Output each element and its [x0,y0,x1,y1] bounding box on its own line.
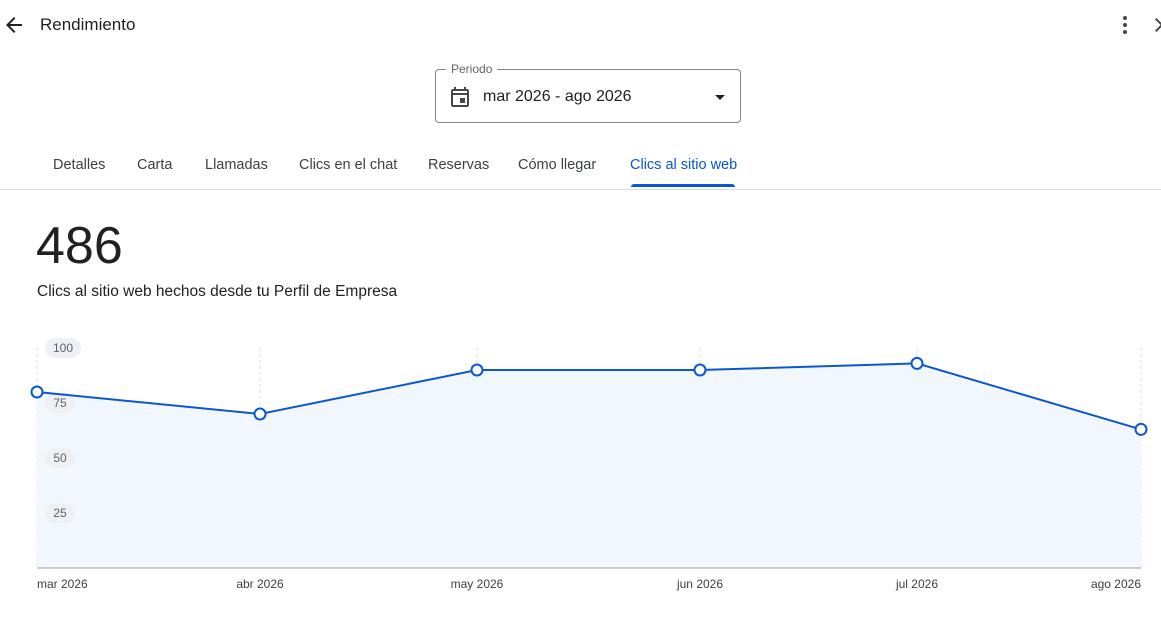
x-tick-label: jun 2026 [676,577,723,591]
period-value: mar 2026 - ago 2026 [483,88,632,105]
tab-bar: Detalles Carta Llamadas Clics en el chat… [0,140,1161,190]
x-tick-label: ago 2026 [1091,577,1141,591]
data-point [470,363,484,377]
data-point [910,356,924,370]
y-tick-label: 75 [53,396,67,410]
x-tick-label: mar 2026 [37,577,88,591]
tab-reservas[interactable]: Reservas [428,157,490,173]
y-tick-pill [45,338,81,358]
tab-clics-chat[interactable]: Clics en el chat [299,157,398,173]
page-title: Rendimiento [40,15,136,34]
data-point [30,385,44,399]
y-tick-pill [45,503,75,523]
header: Rendimiento [0,0,1161,50]
y-tick-pill [45,448,75,468]
arrow-back-icon[interactable] [2,13,26,37]
y-tick-label: 25 [53,506,67,520]
data-point [1134,422,1148,436]
active-tab-indicator [631,184,735,187]
clicks-chart: 25 50 75 100 mar 2026 abr 2026 may 2026 jun 202… [30,338,1148,591]
x-tick-label: jul 2026 [895,577,938,591]
tab-carta[interactable]: Carta [137,157,173,173]
tab-como-llegar[interactable]: Cómo llegar [518,157,597,173]
x-tick-label: may 2026 [451,577,504,591]
area-fill [37,363,1141,568]
summary-description: Clics al sitio web hechos desde tu Perfi… [37,283,398,300]
dropdown-arrow-icon [715,95,725,100]
tab-llamadas[interactable]: Llamadas [205,157,268,173]
y-tick-label: 100 [53,341,73,355]
close-icon[interactable] [1150,13,1161,37]
total-count: 486 [36,217,123,275]
period-label: Periodo [446,62,498,76]
series-line [36,362,1142,431]
calendar-icon [451,87,469,107]
x-tick-label: abr 2026 [236,577,284,591]
tab-clics-sitio-web[interactable]: Clics al sitio web [630,157,738,173]
period-select[interactable]: Periodo mar 2026 - ago 2026 [435,62,741,123]
data-point [693,363,707,377]
tab-detalles[interactable]: Detalles [53,157,106,173]
y-tick-pill [45,393,75,413]
y-tick-label: 50 [53,451,67,465]
more-vert-icon[interactable] [1113,13,1137,37]
data-point [253,407,267,421]
